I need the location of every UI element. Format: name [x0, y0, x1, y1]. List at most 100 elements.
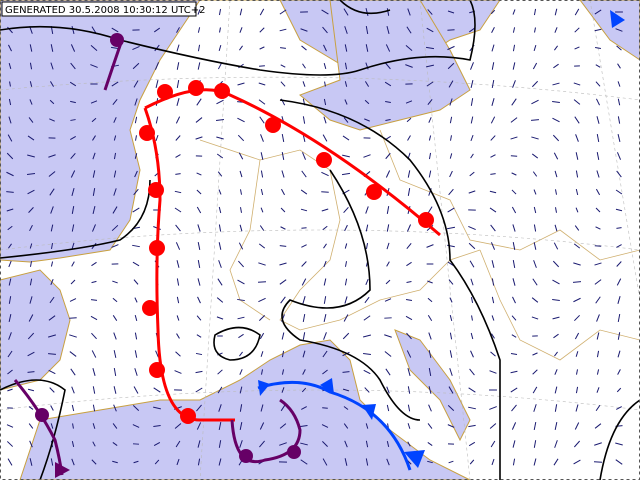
wind-arrow: [260, 404, 264, 412]
wind-arrow: [510, 117, 518, 123]
wind-arrow: [468, 387, 476, 393]
wind-arrow: [512, 80, 516, 88]
wind-arrow: [323, 98, 327, 106]
wind-arrow: [343, 206, 349, 214]
wind-arrow: [533, 458, 537, 466]
wind-arrow: [491, 62, 495, 70]
wind-arrow: [7, 134, 13, 142]
border-line: [229, 159, 271, 321]
wind-arrow: [615, 208, 623, 212]
wind-arrow: [343, 423, 349, 429]
wind-arrow: [470, 332, 474, 340]
wind-arrow: [574, 332, 580, 340]
wind-arrow: [29, 296, 33, 304]
wind-arrow: [575, 134, 579, 142]
wind-arrow: [154, 44, 160, 52]
wind-arrow: [616, 387, 622, 393]
wind-arrow: [406, 117, 412, 123]
wind-arrow: [237, 298, 245, 302]
isobar: [0, 179, 151, 259]
wind-arrow: [470, 98, 474, 106]
wind-arrow: [512, 224, 516, 232]
wind-arrow: [616, 278, 622, 286]
wind-arrow: [386, 441, 390, 447]
wind-arrow: [323, 332, 327, 340]
border-line: [379, 129, 640, 261]
warm-front-symbols: [139, 80, 434, 424]
wind-arrow: [196, 206, 202, 214]
wind-arrow: [217, 369, 223, 375]
wind-arrow: [428, 404, 432, 412]
wind-arrow: [69, 334, 77, 338]
wind-arrow: [279, 9, 287, 15]
wind-arrow: [301, 45, 307, 51]
wind-arrow: [532, 386, 538, 394]
grid-line: [0, 389, 640, 411]
wind-arrow: [176, 79, 180, 89]
wind-arrow: [257, 281, 267, 283]
wind-arrow: [428, 135, 432, 141]
wind-arrow: [512, 296, 516, 304]
wind-arrow: [490, 135, 496, 141]
wind-arrow: [490, 440, 496, 448]
wind-arrow: [175, 173, 181, 175]
wind-arrow: [258, 315, 266, 321]
wind-arrow: [617, 369, 621, 375]
wind-arrow: [344, 440, 348, 448]
wind-arrow: [532, 171, 538, 177]
wind-arrow: [595, 188, 601, 196]
wind-arrow: [153, 424, 161, 428]
wind-arrow: [218, 206, 222, 214]
wind-arrow: [28, 117, 34, 123]
front-symbol: [362, 404, 376, 420]
wind-arrow: [322, 225, 328, 231]
wind-arrow: [197, 440, 201, 448]
wind-arrow: [470, 116, 474, 124]
wind-arrow: [153, 387, 161, 393]
wind-arrow: [616, 406, 622, 410]
wind-arrow: [448, 386, 454, 394]
wind-arrow: [386, 458, 390, 466]
wind-arrow: [29, 81, 33, 87]
wind-arrow: [70, 279, 76, 285]
wind-arrow: [385, 44, 391, 52]
wind-arrow: [323, 243, 327, 249]
wind-arrow: [176, 458, 180, 466]
wind-arrow: [260, 170, 264, 178]
front-symbol: [239, 449, 253, 463]
warm-front: [144, 88, 441, 237]
wind-arrow: [552, 279, 560, 285]
wind-arrow: [428, 367, 432, 377]
wind-arrow: [594, 28, 602, 32]
wind-arrow: [615, 189, 623, 195]
wind-arrow: [405, 299, 413, 301]
wind-arrow: [71, 386, 75, 394]
wind-arrow: [407, 135, 411, 141]
wind-arrow: [575, 404, 579, 412]
front-symbol: [149, 240, 165, 256]
wind-arrow: [574, 8, 580, 16]
wind-arrow: [239, 27, 243, 33]
label-box: [1, 1, 197, 17]
wind-arrow: [385, 62, 391, 70]
wind-arrow: [92, 423, 96, 429]
wind-arrow: [363, 334, 371, 338]
wind-arrow: [596, 387, 600, 393]
wind-arrow: [449, 297, 453, 303]
wind-arrow: [406, 26, 412, 34]
wind-arrow: [595, 404, 601, 412]
wind-arrow: [259, 440, 265, 448]
wind-arrow: [261, 369, 263, 375]
front-symbol: [142, 300, 158, 316]
wind-arrow: [112, 423, 118, 429]
wind-arrow: [70, 170, 76, 178]
wind-arrow: [343, 8, 349, 16]
border-line: [479, 249, 640, 361]
wind-arrow: [406, 350, 412, 358]
wind-arrow: [196, 189, 202, 195]
wind-arrow: [154, 459, 160, 465]
wind-arrow: [29, 440, 33, 448]
wind-arrow: [448, 188, 454, 196]
front-symbol: [110, 33, 124, 47]
wind-arrow: [197, 9, 201, 15]
